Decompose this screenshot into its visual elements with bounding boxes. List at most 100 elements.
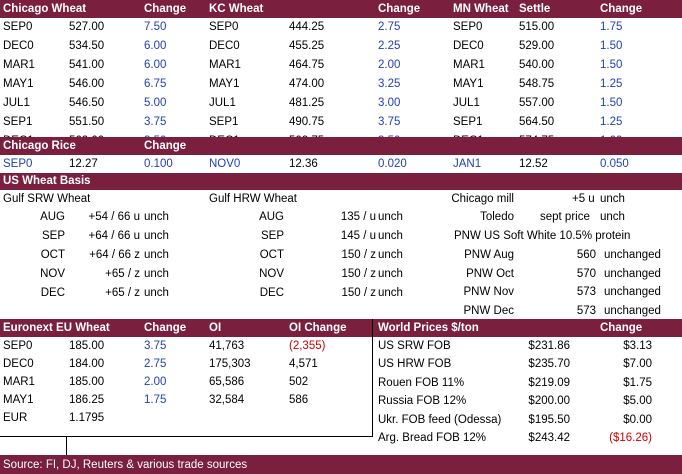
wheat-price-cell: 464.75 — [289, 59, 325, 71]
wheat-contract-cell: DEC0 — [209, 40, 240, 52]
rice-change-2: 0.020 — [378, 158, 407, 170]
euronext-oi-change-cell: 586 — [289, 394, 309, 406]
pnw-price: 570 — [576, 267, 596, 280]
hrw-basis: 150 / z — [341, 268, 376, 280]
kc-change-header: Change — [378, 3, 421, 15]
wheat-change-cell: 2.75 — [378, 21, 401, 33]
hrw-basis: 150 / z — [341, 249, 376, 261]
srw-basis: +65 / z — [105, 268, 140, 280]
wheat-change-cell: 6.00 — [144, 59, 167, 71]
gulf-srw-title: Gulf SRW Wheat — [3, 193, 91, 205]
wheat-contract-cell: MAY1 — [3, 78, 34, 90]
wheat-contract-cell: SEP1 — [3, 116, 33, 128]
world-change: $5.00 — [623, 395, 652, 408]
wheat-change-cell: 1.75 — [600, 21, 623, 33]
rice-contract-2: NOV0 — [209, 158, 241, 170]
rice-header: Chicago Rice Change — [0, 137, 682, 155]
world-price: $195.50 — [528, 413, 570, 426]
wheat-change-cell: 3.00 — [378, 97, 401, 109]
wheat-contract-cell: SEP0 — [453, 21, 483, 33]
srw-basis: +64 / 66 z — [89, 249, 140, 261]
pnw-change: unchanged — [604, 249, 661, 261]
euronext-oi-change-cell: 4,571 — [289, 358, 318, 370]
rice-title: Chicago Rice — [3, 140, 76, 152]
wheat-price-cell: 546.00 — [69, 78, 105, 90]
chicago-change-header: Change — [144, 3, 187, 15]
hrw-month: NOV — [259, 268, 284, 280]
euronext-change-cell: 1.75 — [144, 394, 167, 406]
wheat-contract-cell: MAR1 — [453, 59, 485, 71]
pnw-title: PNW US Soft White 10.5% protein — [454, 230, 631, 242]
euronext-change-cell: 2.75 — [144, 358, 167, 370]
srw-month: DEC — [40, 287, 65, 299]
divider-tick — [66, 437, 67, 455]
mn-change-header: Change — [600, 3, 643, 15]
pnw-price: 573 — [576, 304, 596, 317]
wheat-contract-cell: MAR1 — [209, 59, 241, 71]
wheat-price-cell: 529.00 — [519, 40, 555, 52]
basis-header: US Wheat Basis — [0, 173, 682, 190]
srw-month: SEP — [41, 230, 65, 242]
hrw-change: unch — [378, 249, 403, 261]
euronext-header: Euronext EU Wheat Change OI OI Change Wo… — [0, 319, 682, 337]
wheat-contract-cell: JUL1 — [453, 97, 480, 109]
wheat-change-cell: 1.25 — [600, 116, 623, 128]
world-change: ($16.26) — [609, 432, 652, 444]
srw-month: NOV — [40, 268, 65, 280]
world-price: $235.70 — [528, 358, 570, 371]
world-origin: US SRW FOB — [378, 340, 451, 352]
wheat-contract-cell: JUL1 — [209, 97, 236, 109]
wheat-contract-cell: SEP1 — [209, 116, 239, 128]
wheat-change-cell: 3.75 — [144, 116, 167, 128]
srw-month: OCT — [40, 249, 65, 261]
rice-price-3: 12.52 — [519, 158, 548, 170]
world-price: $231.86 — [528, 340, 570, 352]
toledo-value: sept price — [540, 211, 590, 223]
wheat-change-cell: 3.25 — [378, 78, 401, 90]
euronext-price-cell: 185.00 — [69, 376, 105, 388]
wheat-price-cell: 541.00 — [69, 59, 105, 71]
wheat-price-cell: 515.00 — [519, 21, 555, 33]
mn-settle-header: Settle — [519, 3, 551, 15]
wheat-futures-header: Chicago Wheat Change KC Wheat Change MN … — [0, 0, 682, 18]
hrw-basis: 145 / u — [340, 230, 376, 242]
euronext-oi-change-cell: (2,355) — [289, 340, 326, 352]
rice-contract-3: JAN1 — [453, 158, 482, 170]
wheat-contract-cell: MAY1 — [209, 78, 240, 90]
eur-value: 1.1795 — [69, 412, 105, 424]
wheat-contract-cell: SEP0 — [209, 21, 239, 33]
world-change: $1.75 — [623, 376, 652, 389]
world-change: $0.00 — [623, 413, 652, 426]
euronext-price-cell: 185.00 — [69, 340, 105, 352]
world-price: $219.09 — [528, 376, 570, 389]
toledo-label: Toledo — [480, 211, 514, 223]
wheat-price-cell: 444.25 — [289, 21, 325, 33]
rice-price-2: 12.36 — [289, 158, 318, 170]
rice-change-1: 0.100 — [144, 158, 173, 170]
euronext-contract-cell: DEC0 — [3, 358, 34, 370]
hrw-change: unch — [378, 211, 403, 223]
wheat-change-cell: 1.50 — [600, 97, 623, 109]
wheat-price-cell: 540.00 — [519, 59, 555, 71]
world-origin: Rouen FOB 11% — [378, 376, 465, 389]
chicago-mill-label: Chicago mill — [451, 193, 514, 205]
chicago-mill-value: +5 u — [572, 193, 595, 205]
wheat-contract-cell: MAY1 — [453, 78, 484, 90]
pnw-change: unchanged — [604, 304, 661, 317]
srw-change: unch — [144, 249, 169, 261]
wheat-contract-cell: SEP1 — [453, 116, 483, 128]
pnw-month: PNW Dec — [463, 304, 514, 317]
wheat-contract-cell: DEC0 — [3, 40, 34, 52]
srw-basis: +65 / z — [105, 287, 140, 299]
euronext-contract-cell: MAR1 — [3, 376, 35, 388]
hrw-month: DEC — [259, 287, 284, 299]
divider-horizontal-bottom — [0, 436, 372, 437]
world-origin: Arg. Bread FOB 12% — [378, 432, 487, 444]
pnw-month: PNW Oct — [466, 267, 514, 280]
rice-price-1: 12.27 — [69, 158, 98, 170]
euronext-title: Euronext EU Wheat — [3, 322, 110, 334]
pnw-month: PNW Nov — [463, 286, 514, 298]
hrw-basis: 150 / z — [341, 287, 376, 299]
world-change: $7.00 — [623, 358, 652, 371]
srw-change: unch — [144, 287, 169, 299]
